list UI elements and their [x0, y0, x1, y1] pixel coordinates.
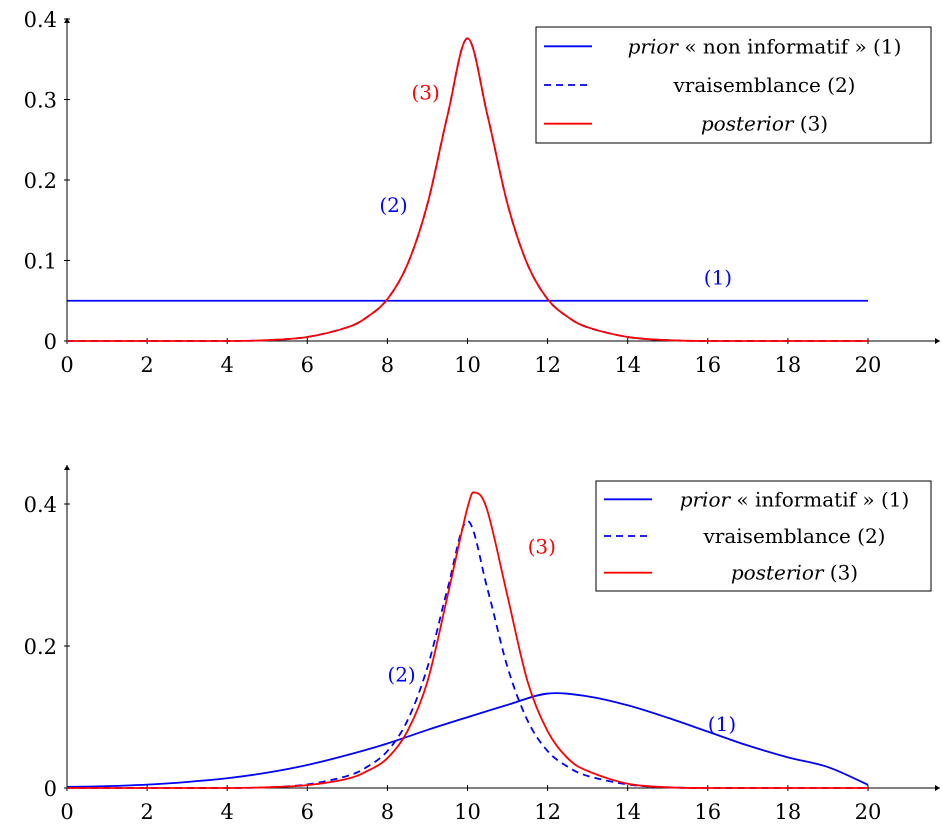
- y-axis-arrow: [64, 18, 70, 23]
- x-tick-label: 2: [140, 800, 153, 824]
- legend-label-likelihood: vraisemblance (2): [703, 524, 886, 548]
- legend-label-prior: prior « non informatif » (1): [628, 34, 902, 58]
- legend: prior « non informatif » (1) vraisemblanc…: [535, 26, 932, 144]
- chart-top: 0 2 4 6 8 10 12 14 16 18 20 0 0.1 0.2 0.3 0.4 (3) (2) (1) p…: [24, 8, 940, 377]
- legend: prior « informatif » (1) vraisemblance (2…: [595, 480, 932, 592]
- x-tick-label: 20: [855, 800, 882, 824]
- x-tick-label: 14: [614, 353, 641, 377]
- x-tick-label: 16: [694, 353, 721, 377]
- chart-bottom: 0 2 4 6 8 10 12 14 16 18 20 0 0.2 0.4 (3) (2) (1) prior «…: [24, 465, 940, 824]
- annotation-label: (3): [528, 535, 556, 559]
- y-tick-label: 0.4: [24, 8, 57, 32]
- x-tick-label: 6: [301, 353, 314, 377]
- x-tick-label: 8: [381, 353, 394, 377]
- x-axis-arrow: [935, 338, 940, 344]
- legend-label-posterior: posterior (3): [701, 112, 828, 136]
- x-tick-label: 2: [140, 353, 153, 377]
- y-axis-arrow: [64, 465, 70, 470]
- legend-label-posterior: posterior (3): [731, 561, 858, 585]
- x-tick-label: 0: [60, 353, 73, 377]
- x-tick-label: 10: [454, 353, 481, 377]
- y-tick-label: 0.2: [24, 169, 57, 193]
- annotation-label: (1): [708, 712, 736, 736]
- legend-box: [535, 26, 932, 144]
- y-tick-label: 0.1: [24, 250, 57, 274]
- x-tick-label: 18: [775, 800, 802, 824]
- x-tick-label: 10: [454, 800, 481, 824]
- x-tick-label: 16: [694, 800, 721, 824]
- series-posterior-line: [66, 37, 868, 342]
- series-prior-line: [66, 692, 869, 788]
- y-tick-label: 0.2: [24, 635, 57, 659]
- x-tick-label: 8: [381, 800, 394, 824]
- annotation-label: (3): [411, 81, 439, 105]
- y-tick-label: 0.4: [24, 493, 57, 517]
- legend-label-prior: prior « informatif » (1): [680, 487, 910, 511]
- y-tick-label: 0.3: [24, 89, 57, 113]
- x-axis-arrow: [935, 785, 940, 791]
- x-tick-label: 0: [60, 800, 73, 824]
- x-tick-label: 14: [614, 800, 641, 824]
- y-tick-label: 0: [44, 777, 57, 801]
- x-tick-label: 18: [775, 353, 802, 377]
- x-tick-label: 20: [855, 353, 882, 377]
- legend-label-likelihood: vraisemblance (2): [673, 73, 856, 97]
- annotation-label: (2): [387, 663, 415, 687]
- x-tick-label: 4: [221, 353, 234, 377]
- x-tick-label: 12: [534, 800, 561, 824]
- x-tick-label: 12: [534, 353, 561, 377]
- annotation-label: (2): [379, 193, 407, 217]
- x-tick-label: 6: [301, 800, 314, 824]
- annotation-label: (1): [704, 266, 732, 290]
- series-posterior-line: [67, 491, 868, 789]
- x-tick-label: 4: [221, 800, 234, 824]
- y-tick-label: 0: [44, 330, 57, 354]
